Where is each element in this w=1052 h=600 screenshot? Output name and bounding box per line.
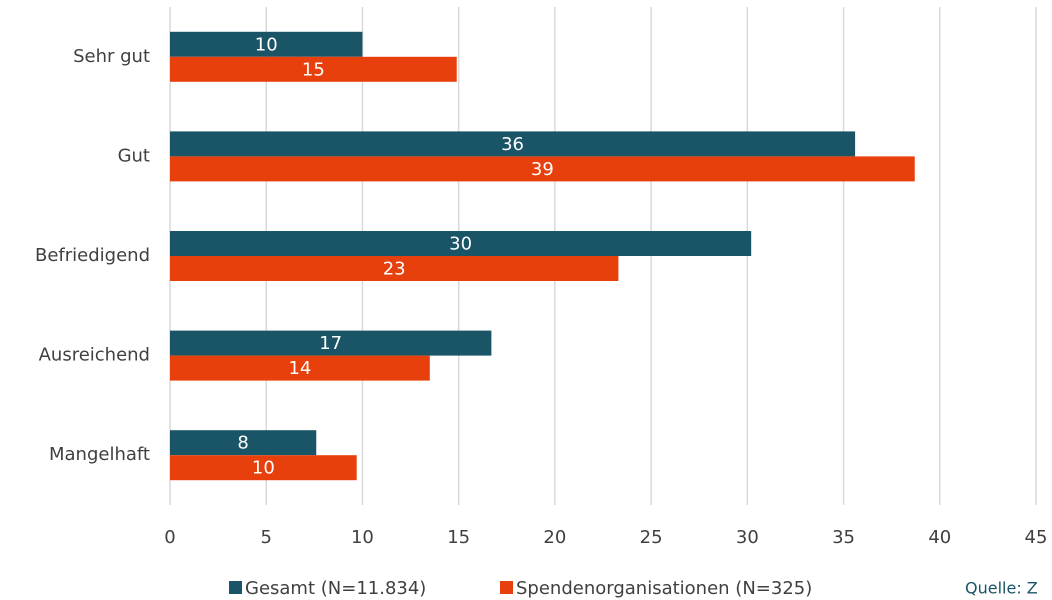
x-tick-label: 10 xyxy=(351,527,374,548)
legend-swatch xyxy=(500,581,513,594)
bar xyxy=(170,256,619,281)
x-tick-label: 0 xyxy=(164,527,175,548)
data-label: 17 xyxy=(319,333,342,354)
x-tick-label: 25 xyxy=(640,527,663,548)
x-tick-label: 15 xyxy=(447,527,470,548)
source-note: Quelle: Z xyxy=(965,579,1038,598)
bar xyxy=(170,455,357,481)
x-tick-label: 35 xyxy=(832,527,855,548)
data-label: 23 xyxy=(383,259,406,280)
legend-swatch xyxy=(229,581,242,594)
x-tick-label: 45 xyxy=(1025,527,1048,548)
y-tick-label: Ausreichend xyxy=(39,345,150,366)
bar xyxy=(170,31,363,57)
data-label: 8 xyxy=(237,433,248,454)
data-label: 10 xyxy=(255,34,278,55)
bar xyxy=(170,430,317,456)
x-tick-label: 20 xyxy=(543,527,566,548)
bar xyxy=(170,131,856,157)
data-label: 15 xyxy=(302,59,325,80)
bar xyxy=(170,355,430,381)
x-tick-label: 30 xyxy=(736,527,759,548)
bar xyxy=(170,56,457,82)
x-tick-label: 5 xyxy=(260,527,271,548)
bar xyxy=(170,231,752,256)
y-tick-label: Befriedigend xyxy=(35,245,150,266)
data-label: 36 xyxy=(501,134,524,155)
y-tick-label: Sehr gut xyxy=(73,46,150,67)
legend-label: Gesamt (N=11.834) xyxy=(245,578,426,599)
data-label: 39 xyxy=(531,159,554,180)
data-label: 14 xyxy=(288,358,311,379)
bar xyxy=(170,156,915,182)
data-label: 10 xyxy=(252,458,275,479)
y-tick-label: Gut xyxy=(118,145,150,166)
y-tick-label: Mangelhaft xyxy=(49,444,150,465)
data-label: 30 xyxy=(449,234,472,255)
bar xyxy=(170,330,492,356)
legend-label: Spendenorganisationen (N=325) xyxy=(516,578,812,599)
x-tick-label: 40 xyxy=(928,527,951,548)
